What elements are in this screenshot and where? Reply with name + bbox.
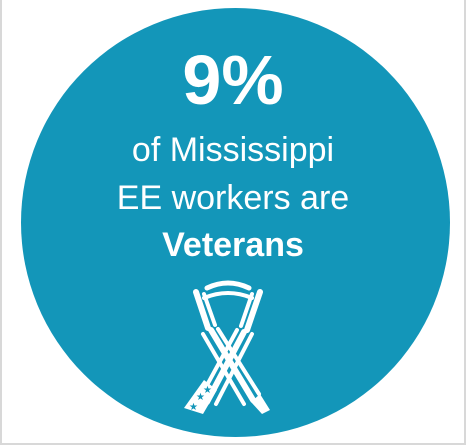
svg-text:★: ★ <box>196 392 205 403</box>
caption-emphasis: Veterans <box>162 226 304 264</box>
svg-text:★: ★ <box>203 385 212 396</box>
ribbon-icon: ★ ★ ★ <box>184 280 270 414</box>
stat-value: 9% <box>182 41 284 119</box>
svg-text:★: ★ <box>189 402 198 413</box>
caption-line-2: EE workers are <box>116 179 350 217</box>
caption-line-1: of Mississippi <box>131 131 335 169</box>
